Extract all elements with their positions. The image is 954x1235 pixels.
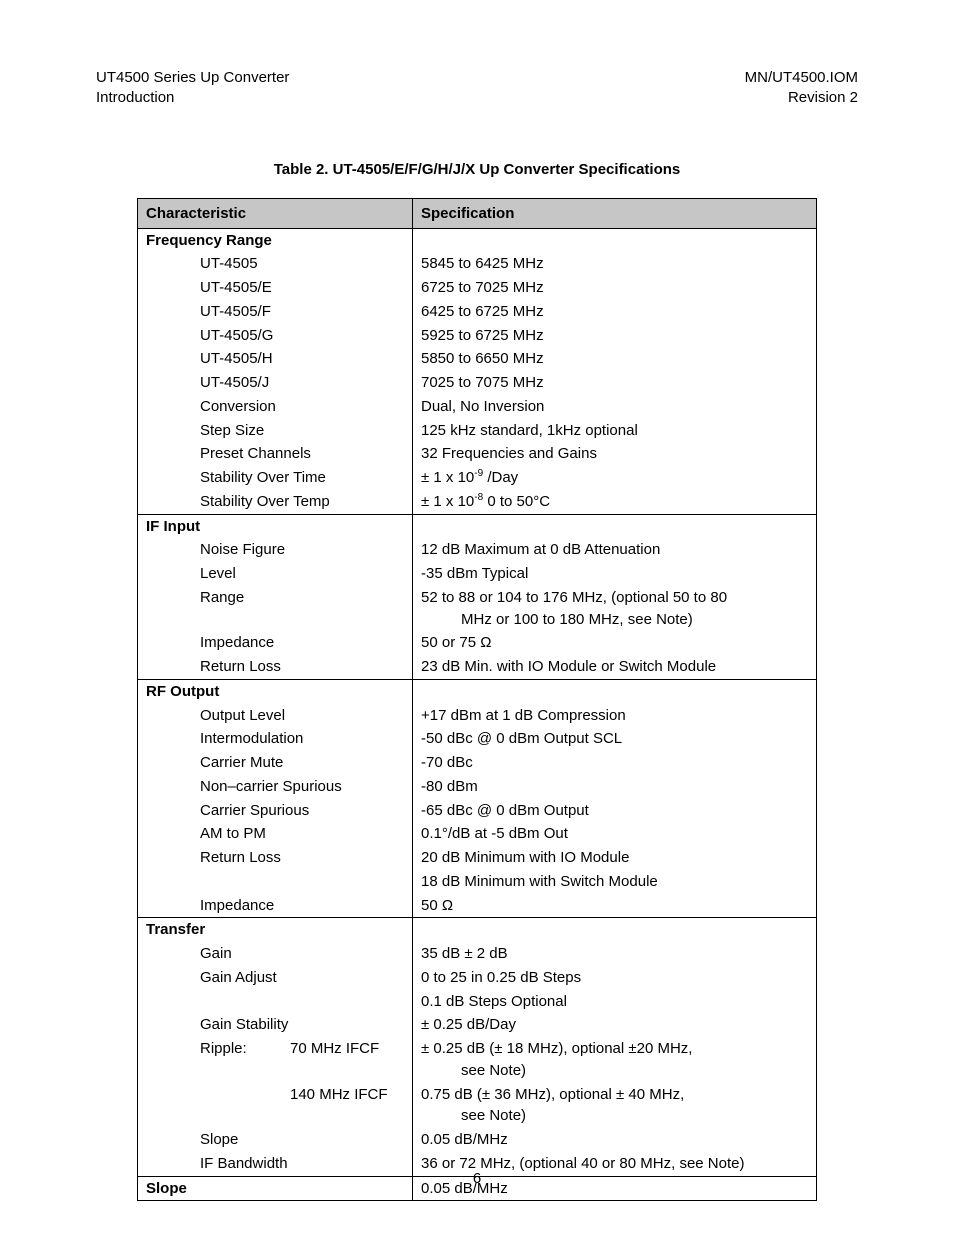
col-specification: Specification <box>413 198 817 228</box>
characteristic: Gain Adjust <box>138 966 413 990</box>
spec-value: -80 dBm <box>413 775 817 799</box>
characteristic: UT-4505/J <box>138 371 413 395</box>
header-left: UT4500 Series Up Converter Introduction <box>96 68 289 109</box>
doc-number: MN/UT4500.IOM <box>745 68 858 88</box>
doc-title: UT4500 Series Up Converter <box>96 68 289 88</box>
spec-value: 20 dB Minimum with IO Module <box>413 846 817 870</box>
characteristic: UT-4505/G <box>138 324 413 348</box>
characteristic: Slope <box>138 1128 413 1152</box>
table-title: Table 2. UT-4505/E/F/G/H/J/X Up Converte… <box>96 161 858 178</box>
characteristic: Carrier Spurious <box>138 799 413 823</box>
characteristic: Intermodulation <box>138 727 413 751</box>
spec-value: 5850 to 6650 MHz <box>413 347 817 371</box>
characteristic: Impedance <box>138 894 413 918</box>
spec-value: ± 0.25 dB (± 18 MHz), optional ±20 MHz,s… <box>413 1037 817 1083</box>
characteristic: Stability Over Time <box>138 466 413 490</box>
spec-value: 12 dB Maximum at 0 dB Attenuation <box>413 538 817 562</box>
characteristic: Level <box>138 562 413 586</box>
characteristic: Carrier Mute <box>138 751 413 775</box>
characteristic: Gain <box>138 942 413 966</box>
characteristic: Return Loss <box>138 846 413 870</box>
spec-value: Dual, No Inversion <box>413 395 817 419</box>
characteristic: Stability Over Temp <box>138 490 413 514</box>
characteristic <box>138 870 413 894</box>
spec-value: 50 or 75 Ω <box>413 631 817 655</box>
section-head: Transfer <box>138 918 413 942</box>
characteristic: Output Level <box>138 704 413 728</box>
characteristic: UT-4505/H <box>138 347 413 371</box>
header-right: MN/UT4500.IOM Revision 2 <box>745 68 858 109</box>
spec-value: -65 dBc @ 0 dBm Output <box>413 799 817 823</box>
spec-table: Characteristic Specification Frequency R… <box>137 198 817 1202</box>
spec-value: 0.75 dB (± 36 MHz), optional ± 40 MHz,se… <box>413 1083 817 1129</box>
spec-empty <box>413 514 817 538</box>
characteristic: Range <box>138 586 413 632</box>
spec-value: ± 1 x 10-9 /Day <box>413 466 817 490</box>
spec-value: 0.05 dB/MHz <box>413 1128 817 1152</box>
spec-value: -50 dBc @ 0 dBm Output SCL <box>413 727 817 751</box>
characteristic: Ripple:70 MHz IFCF <box>138 1037 413 1083</box>
characteristic: AM to PM <box>138 822 413 846</box>
characteristic: Impedance <box>138 631 413 655</box>
spec-empty <box>413 679 817 703</box>
characteristic: UT-4505/E <box>138 276 413 300</box>
spec-value: ± 1 x 10-8 0 to 50°C <box>413 490 817 514</box>
characteristic: UT-4505 <box>138 252 413 276</box>
characteristic: Conversion <box>138 395 413 419</box>
page-header: UT4500 Series Up Converter Introduction … <box>96 68 858 109</box>
spec-value: 23 dB Min. with IO Module or Switch Modu… <box>413 655 817 679</box>
col-characteristic: Characteristic <box>138 198 413 228</box>
page-number: 6 <box>0 1170 954 1187</box>
spec-empty <box>413 918 817 942</box>
spec-value: 35 dB ± 2 dB <box>413 942 817 966</box>
section-head: IF Input <box>138 514 413 538</box>
spec-value: +17 dBm at 1 dB Compression <box>413 704 817 728</box>
spec-value: 6425 to 6725 MHz <box>413 300 817 324</box>
characteristic: Step Size <box>138 419 413 443</box>
characteristic <box>138 990 413 1014</box>
spec-value: ± 0.25 dB/Day <box>413 1013 817 1037</box>
characteristic: Return Loss <box>138 655 413 679</box>
section-head: RF Output <box>138 679 413 703</box>
characteristic: Preset Channels <box>138 442 413 466</box>
characteristic: UT-4505/F <box>138 300 413 324</box>
spec-value: -70 dBc <box>413 751 817 775</box>
characteristic: Non–carrier Spurious <box>138 775 413 799</box>
characteristic: Gain Stability <box>138 1013 413 1037</box>
spec-value: 0.1°/dB at -5 dBm Out <box>413 822 817 846</box>
characteristic: 140 MHz IFCF <box>138 1083 413 1129</box>
spec-empty <box>413 228 817 252</box>
spec-value: 0 to 25 in 0.25 dB Steps <box>413 966 817 990</box>
doc-revision: Revision 2 <box>745 88 858 108</box>
spec-value: 52 to 88 or 104 to 176 MHz, (optional 50… <box>413 586 817 632</box>
spec-value: 5925 to 6725 MHz <box>413 324 817 348</box>
doc-section: Introduction <box>96 88 289 108</box>
spec-value: 125 kHz standard, 1kHz optional <box>413 419 817 443</box>
spec-value: 5845 to 6425 MHz <box>413 252 817 276</box>
spec-value: 18 dB Minimum with Switch Module <box>413 870 817 894</box>
spec-value: 6725 to 7025 MHz <box>413 276 817 300</box>
spec-value: 0.1 dB Steps Optional <box>413 990 817 1014</box>
section-head: Frequency Range <box>138 228 413 252</box>
spec-value: 7025 to 7075 MHz <box>413 371 817 395</box>
characteristic: Noise Figure <box>138 538 413 562</box>
spec-value: 32 Frequencies and Gains <box>413 442 817 466</box>
spec-value: 50 Ω <box>413 894 817 918</box>
spec-value: -35 dBm Typical <box>413 562 817 586</box>
